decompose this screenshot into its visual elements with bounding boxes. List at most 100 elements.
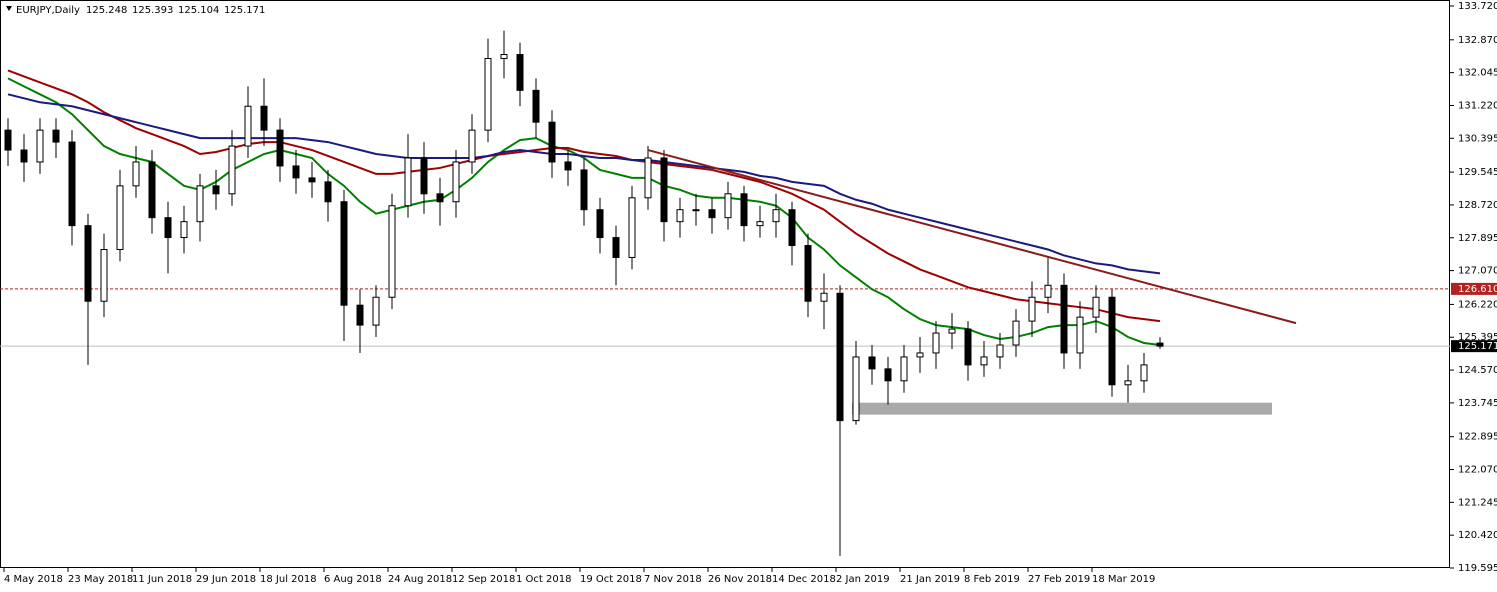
x-tick-label: 21 Jan 2019 — [900, 574, 960, 585]
y-tick-label: 131.220 — [1458, 100, 1497, 111]
y-tick-label: 122.070 — [1458, 465, 1497, 476]
candle-body — [996, 344, 1004, 358]
candle-body — [724, 193, 732, 219]
last-price-bg — [1451, 340, 1497, 353]
candle-body — [884, 368, 892, 382]
y-tick-label: 126.220 — [1458, 299, 1497, 310]
candle-body — [772, 209, 780, 223]
candle-body — [324, 181, 332, 203]
y-tick-label: 128.720 — [1458, 200, 1497, 211]
y-tick-label: 125.395 — [1458, 332, 1497, 343]
candle-body — [916, 352, 924, 358]
y-tick-label: 132.045 — [1458, 68, 1497, 79]
x-tick-label: 27 Feb 2019 — [1028, 574, 1090, 585]
candle-body — [1060, 284, 1068, 354]
candle-body — [468, 129, 476, 163]
candle-body — [500, 54, 508, 60]
candle-body — [420, 157, 428, 195]
candle-body — [1140, 364, 1148, 382]
trendline — [647, 149, 1297, 325]
candle-body — [676, 209, 684, 223]
y-tick-label: 120.420 — [1458, 530, 1497, 541]
y-tick-label: 121.245 — [1458, 497, 1497, 508]
candle-body — [100, 249, 108, 302]
candle-body — [132, 161, 140, 187]
candle-body — [1012, 320, 1020, 346]
candle-body — [484, 58, 492, 131]
candle-body — [644, 157, 652, 199]
candle-body — [612, 237, 620, 258]
x-tick-label: 4 May 2018 — [4, 574, 63, 585]
candle-body — [292, 165, 300, 179]
candle-body — [1156, 342, 1164, 347]
candle-body — [932, 332, 940, 354]
candle-body — [564, 161, 572, 171]
y-tick-label: 130.395 — [1458, 133, 1497, 144]
candle-body — [660, 157, 668, 223]
candle-body — [1044, 284, 1052, 298]
candle-body — [180, 221, 188, 239]
chart-title: EURJPY,Daily — [16, 5, 80, 16]
candle-body — [980, 356, 988, 366]
candle-body — [356, 304, 364, 326]
candle-body — [196, 185, 204, 223]
candle-body — [1124, 380, 1132, 386]
candle-body — [964, 328, 972, 366]
y-tick-label: 127.070 — [1458, 266, 1497, 277]
x-tick-label: 18 Jul 2018 — [260, 574, 317, 585]
y-tick-label: 124.570 — [1458, 365, 1497, 376]
x-tick-label: 19 Oct 2018 — [580, 574, 642, 585]
x-tick-label: 11 Jun 2018 — [132, 574, 192, 585]
level-label-bg — [1451, 282, 1497, 295]
candle-body — [164, 217, 172, 239]
candle-body — [756, 221, 764, 227]
candle-body — [36, 129, 44, 163]
y-tick-label: 132.870 — [1458, 35, 1497, 46]
candle-body — [836, 292, 844, 422]
y-tick-label: 129.545 — [1458, 167, 1497, 178]
candle-body — [20, 149, 28, 163]
ohlc-value: 125.248 — [86, 5, 127, 16]
x-tick-label: 2 Jan 2019 — [836, 574, 890, 585]
candle-body — [260, 105, 268, 131]
candle-body — [868, 356, 876, 370]
x-tick-label: 24 Aug 2018 — [388, 574, 452, 585]
plot-frame — [0, 0, 1450, 568]
candle-body — [1028, 296, 1036, 322]
support-zone — [852, 402, 1272, 415]
moving-average — [7, 69, 1161, 323]
x-tick-label: 8 Feb 2019 — [964, 574, 1020, 585]
y-tick-label: 123.745 — [1458, 398, 1497, 409]
candle-body — [708, 209, 716, 219]
candle-body — [244, 105, 252, 147]
x-tick-label: 26 Nov 2018 — [708, 574, 772, 585]
candle-body — [692, 209, 700, 212]
candle-body — [52, 129, 60, 143]
x-tick-label: 12 Sep 2018 — [452, 574, 515, 585]
candle-body — [628, 197, 636, 258]
candle-body — [148, 161, 156, 219]
y-tick-label: 133.720 — [1458, 1, 1497, 12]
moving-average — [7, 93, 1161, 275]
x-tick-label: 23 May 2018 — [68, 574, 133, 585]
candle-body — [1076, 316, 1084, 354]
candle-body — [948, 328, 956, 334]
x-tick-label: 18 Mar 2019 — [1092, 574, 1155, 585]
x-tick-label: 7 Nov 2018 — [644, 574, 702, 585]
candle-body — [580, 169, 588, 211]
ohlc-value: 125.171 — [224, 5, 265, 16]
x-tick-label: 29 Jun 2018 — [196, 574, 256, 585]
menu-triangle — [6, 6, 12, 11]
x-tick-label: 14 Dec 2018 — [772, 574, 836, 585]
candle-body — [452, 161, 460, 203]
ohlc-value: 125.104 — [178, 5, 219, 16]
candle-body — [68, 141, 76, 227]
candle-body — [308, 177, 316, 183]
candle-body — [228, 145, 236, 195]
candle-body — [852, 356, 860, 422]
candle-body — [388, 205, 396, 298]
candle-body — [212, 185, 220, 195]
candle-body — [84, 225, 92, 302]
candle-body — [516, 54, 524, 91]
